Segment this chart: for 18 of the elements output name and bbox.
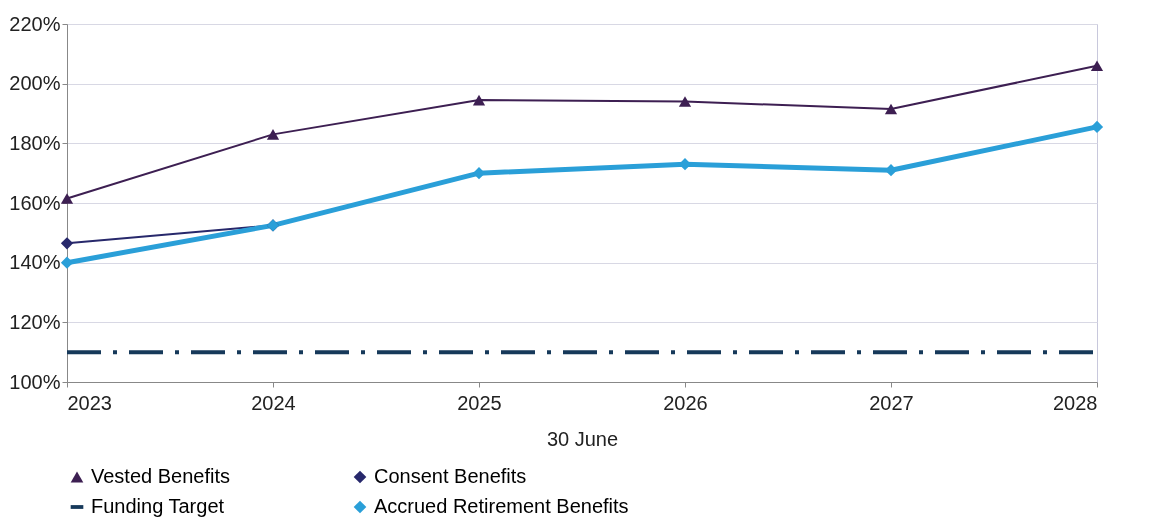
x-tick-label: 2025 (457, 391, 502, 414)
legend-label: Funding Target (91, 495, 225, 517)
y-tick-label: 120% (9, 310, 61, 333)
y-tick-label: 140% (9, 251, 61, 274)
y-tick-label: 200% (9, 72, 61, 95)
x-tick-label: 2024 (251, 391, 296, 414)
y-tick-label: 100% (9, 370, 61, 393)
x-tick-label: 2027 (869, 391, 914, 414)
legend-label: Accrued Retirement Benefits (374, 495, 629, 517)
legend-label: Vested Benefits (91, 465, 230, 487)
x-axis-title: 30 June (546, 427, 619, 450)
y-tick-label: 220% (9, 12, 61, 35)
y-tick-label: 160% (9, 191, 61, 214)
x-tick-label: 2028 (1053, 391, 1098, 414)
x-tick-label: 2023 (67, 391, 112, 414)
legend-label: Consent Benefits (374, 465, 527, 487)
y-tick-label: 180% (9, 131, 61, 154)
x-tick-label: 2026 (663, 391, 708, 414)
